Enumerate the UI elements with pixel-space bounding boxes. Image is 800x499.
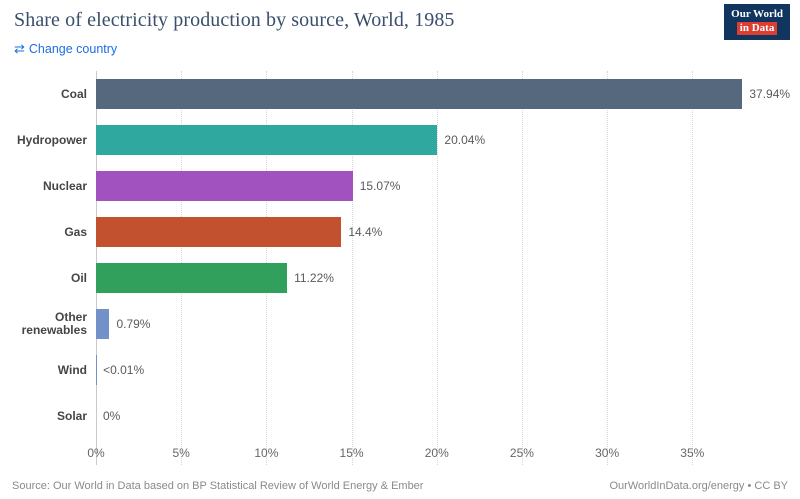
chart-title: Share of electricity production by sourc… [14,9,455,31]
bar-value-label: 20.04% [444,133,486,147]
change-country-label: Change country [28,42,118,56]
bar-value-label: <0.01% [103,363,145,377]
bar[interactable] [96,309,110,339]
bar-value-label: 37.94% [749,87,791,101]
x-tick-label: 25% [509,446,534,460]
bar[interactable] [96,171,353,201]
bar-row: 11.22% [96,255,786,301]
x-axis: 0% 5% 10% 15% 20% 25% 30% 35% [87,441,786,465]
bar-row: 20.04% [96,117,786,163]
x-tick-label: 15% [339,446,364,460]
source-note: Source: Our World in Data based on BP St… [12,480,424,492]
owid-logo-line1: Our World [731,8,783,20]
bar[interactable] [96,263,288,293]
x-tick-label: 0% [87,446,105,460]
bar-value-label: 0.79% [116,317,151,331]
category-label: Coal [60,86,87,101]
category-labels: Coal Hydropower Nuclear Gas Oil Other renewab… [0,71,96,465]
category-label: Hydropower [16,132,87,147]
category-label: Solar [56,408,87,423]
owid-logo[interactable]: Our World in Data [724,4,790,40]
category-label: Gas [64,224,87,239]
bar[interactable] [96,217,342,247]
category-label: Wind [57,362,87,377]
bar-row: 37.94% [96,71,790,117]
bar-row: 0% [96,393,786,439]
bar-row: 14.4% [96,209,786,255]
category-label: Oil [70,270,87,285]
bar-chart: Coal Hydropower Nuclear Gas Oil Other renewab… [0,71,790,465]
gridline [692,71,694,465]
category-label: Other renewables [21,310,87,337]
bar[interactable] [96,79,743,109]
chart-footer: Source: Our World in Data based on BP St… [12,480,788,492]
gridline [607,71,609,465]
x-tick-label: 20% [424,446,449,460]
bar-value-label: 15.07% [359,179,401,193]
bar[interactable] [96,125,438,155]
bar-row: <0.01% [96,347,786,393]
category-label: Nuclear [42,178,87,193]
bar-row: 15.07% [96,163,786,209]
bar-value-label: 11.22% [294,271,334,285]
plot-area: 37.94% 20.04% 15.07% 14.4% 11.22% 0.79% <0.01%… [87,71,790,465]
swap-arrows-icon: ⇄ [14,41,25,56]
chart-header: Share of electricity production by sourc… [0,0,800,58]
gridline [521,71,523,465]
credit-link[interactable]: OurWorldInData.org/energy • CC BY [609,480,789,492]
x-tick-label: 35% [680,446,705,460]
change-country-button[interactable]: ⇄ Change country [14,41,117,57]
bar-row: 0.79% [96,301,786,347]
owid-logo-line2: in Data [736,22,778,35]
bars: 37.94% 20.04% 15.07% 14.4% 11.22% 0.79% <0.01%… [96,71,790,439]
bar-value-label: 14.4% [348,225,383,239]
x-tick-label: 10% [254,446,279,460]
x-tick-label: 30% [595,446,620,460]
gridline [351,71,353,465]
x-tick-label: 5% [172,446,190,460]
gridline [436,71,438,465]
bar-value-label: 0% [103,409,121,423]
